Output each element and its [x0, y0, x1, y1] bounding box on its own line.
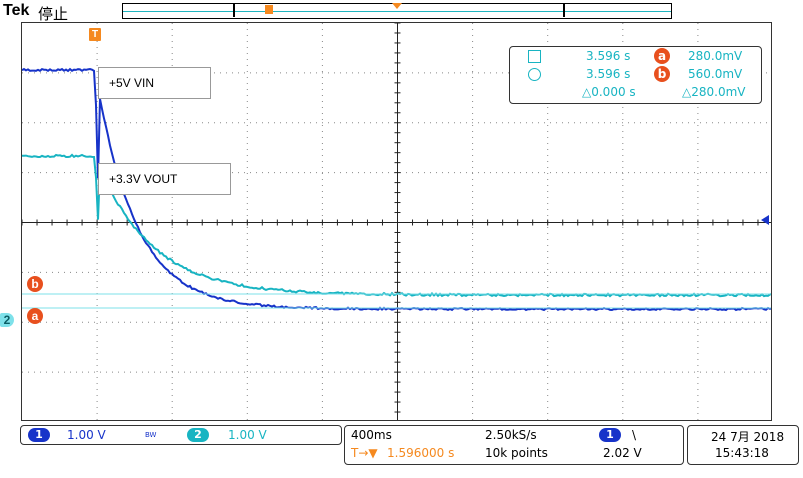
readout-row2-value: 560.0mV	[688, 67, 742, 81]
trigger-offset[interactable]: 1.596000 s	[387, 446, 454, 460]
trigger-position-icon	[392, 3, 402, 9]
cursor-square-icon	[528, 50, 541, 63]
readout-row1-value: 280.0mV	[688, 49, 742, 63]
date: 24 7月 2018	[711, 428, 784, 445]
trigger-slope-icon[interactable]: \	[632, 428, 636, 442]
ch2-badge[interactable]: 2	[187, 428, 209, 442]
trigger-level-arrow-icon[interactable]	[761, 215, 769, 225]
ch1-label-box: +5V VIN	[98, 67, 211, 99]
acquisition-panel[interactable]: 400ms 2.50kS/s T→▼ 1.596000 s 10k points…	[344, 425, 684, 465]
timebase[interactable]: 400ms	[351, 428, 392, 442]
readout-delta-time: △0.000 s	[582, 85, 636, 99]
cursor-b-marker[interactable]: b	[27, 276, 43, 292]
time: 15:43:18	[715, 446, 769, 460]
ch2-label-box: +3.3V VOUT	[98, 163, 231, 195]
ch1-scale[interactable]: 1.00 V	[67, 428, 106, 442]
trigger-position-marker[interactable]: T	[89, 28, 101, 41]
brand-logo: Tek	[3, 2, 29, 20]
cursor-readout[interactable]: 3.596 s a 280.0mV 3.596 s b 560.0mV △0.0…	[509, 46, 762, 104]
channel-scale-panel[interactable]: 1 1.00 V BW 2 1.00 V	[20, 425, 342, 445]
status-bar: Tek 停止	[0, 0, 803, 22]
trigger-level[interactable]: 2.02 V	[603, 446, 642, 460]
trigger-source-badge[interactable]: 1	[599, 428, 621, 442]
cursor-circle-icon	[528, 68, 541, 81]
cursor-a-marker[interactable]: a	[27, 308, 43, 324]
record-trigger-marker	[265, 5, 273, 14]
readout-delta-value: △280.0mV	[682, 85, 745, 99]
ch1-badge[interactable]: 1	[28, 428, 50, 442]
acquisition-state: 停止	[38, 3, 68, 24]
sample-rate: 2.50kS/s	[485, 428, 537, 442]
readout-row2-time: 3.596 s	[586, 67, 630, 81]
readout-row1-time: 3.596 s	[586, 49, 630, 63]
trigger-offset-icon: T→▼	[351, 446, 378, 460]
bandwidth-limit-flag: BW	[145, 431, 156, 439]
record-length: 10k points	[485, 446, 548, 460]
ch2-ground-marker[interactable]: 2	[0, 313, 14, 327]
ch2-scale[interactable]: 1.00 V	[228, 428, 267, 442]
readout-badge-b: b	[654, 66, 670, 82]
readout-badge-a: a	[654, 48, 670, 64]
datetime-panel: 24 7月 2018 15:43:18	[687, 425, 799, 465]
